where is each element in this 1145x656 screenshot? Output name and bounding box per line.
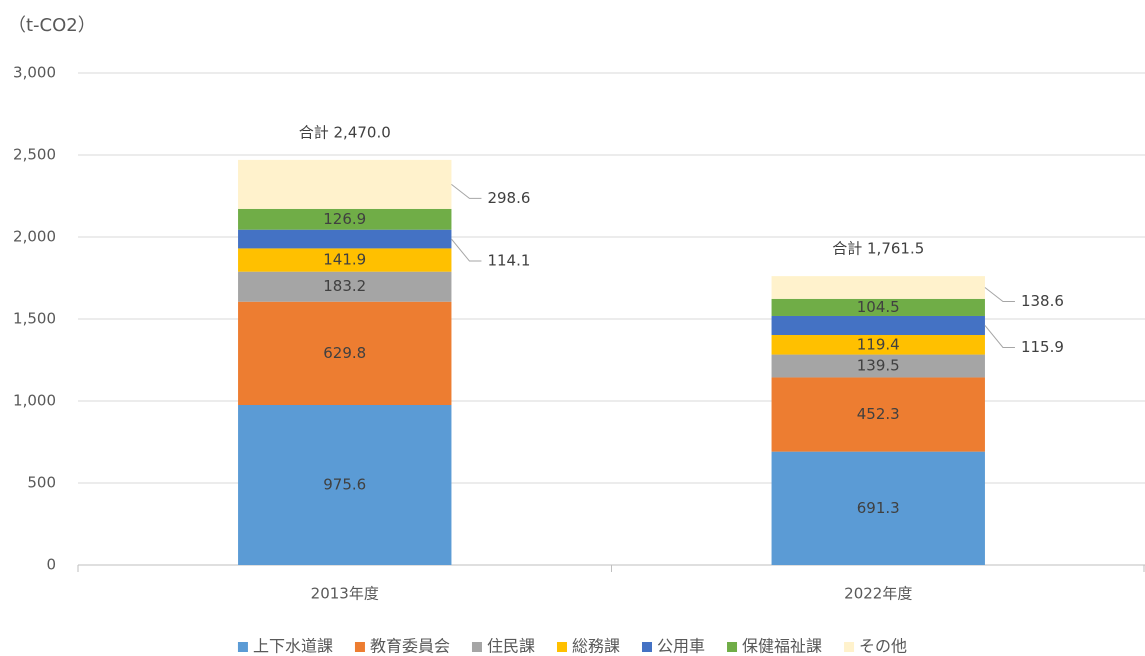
bar-segment: [238, 159, 452, 209]
leader-line: [984, 287, 1015, 302]
data-label: 691.3: [857, 499, 900, 517]
leader-line: [984, 325, 1015, 348]
data-label: 114.1: [487, 252, 530, 270]
y-tick-label: 500: [27, 474, 56, 492]
legend-swatch: [354, 642, 365, 652]
y-tick-label: 3,000: [13, 64, 56, 82]
bar-segment: [238, 301, 452, 406]
bar-segment: [238, 271, 452, 302]
bar-segment: [771, 377, 985, 452]
legend-label: 教育委員会: [370, 637, 450, 656]
leader-line: [451, 238, 482, 262]
x-tick-label: 2013年度: [311, 585, 379, 603]
data-label: 139.5: [857, 357, 900, 375]
bar-segment: [238, 208, 452, 230]
legend-swatch: [237, 642, 248, 652]
bar-segment: [771, 451, 985, 565]
data-label: 629.8: [323, 344, 366, 362]
data-label: 452.3: [857, 405, 900, 423]
legend-swatch: [556, 642, 567, 652]
legend-label: 上下水道課: [253, 637, 333, 656]
x-tick-label: 2022年度: [844, 585, 912, 603]
y-tick-label: 0: [46, 556, 56, 574]
bar-segment: [771, 315, 985, 335]
bar-segment: [238, 248, 452, 272]
data-label: 141.9: [323, 251, 366, 269]
y-tick-label: 1,500: [13, 310, 56, 328]
data-label: 126.9: [323, 210, 366, 228]
legend-swatch: [642, 642, 653, 652]
bar-segment: [771, 354, 985, 378]
leader-line: [451, 183, 482, 199]
legend-swatch: [844, 642, 855, 652]
y-tick-label: 2,500: [13, 146, 56, 164]
data-label: 115.9: [1021, 338, 1064, 356]
data-label: 183.2: [323, 277, 366, 295]
data-label: 138.6: [1021, 292, 1064, 310]
bar-segment: [238, 229, 452, 249]
data-label: 119.4: [857, 335, 900, 353]
legend-label: 保健福祉課: [742, 637, 822, 656]
legend-label: 公用車: [657, 637, 705, 656]
bar-segment: [771, 298, 985, 316]
legend-label: その他: [859, 637, 907, 656]
data-label: 298.6: [487, 189, 530, 207]
bar-segment: [771, 276, 985, 299]
legend-swatch: [727, 642, 738, 652]
data-label: 104.5: [857, 298, 900, 316]
bar-segment: [771, 334, 985, 355]
legend-swatch: [471, 642, 482, 652]
data-label: 975.6: [323, 476, 366, 494]
y-tick-label: 1,000: [13, 392, 56, 410]
y-tick-label: 2,000: [13, 228, 56, 246]
bar-segment: [238, 405, 452, 565]
legend-label: 住民課: [487, 637, 535, 656]
total-label: 合計 1,761.5: [832, 240, 924, 258]
y-axis-label: （t-CO2）: [8, 15, 96, 36]
legend-label: 総務課: [572, 637, 620, 656]
total-label: 合計 2,470.0: [299, 123, 391, 141]
